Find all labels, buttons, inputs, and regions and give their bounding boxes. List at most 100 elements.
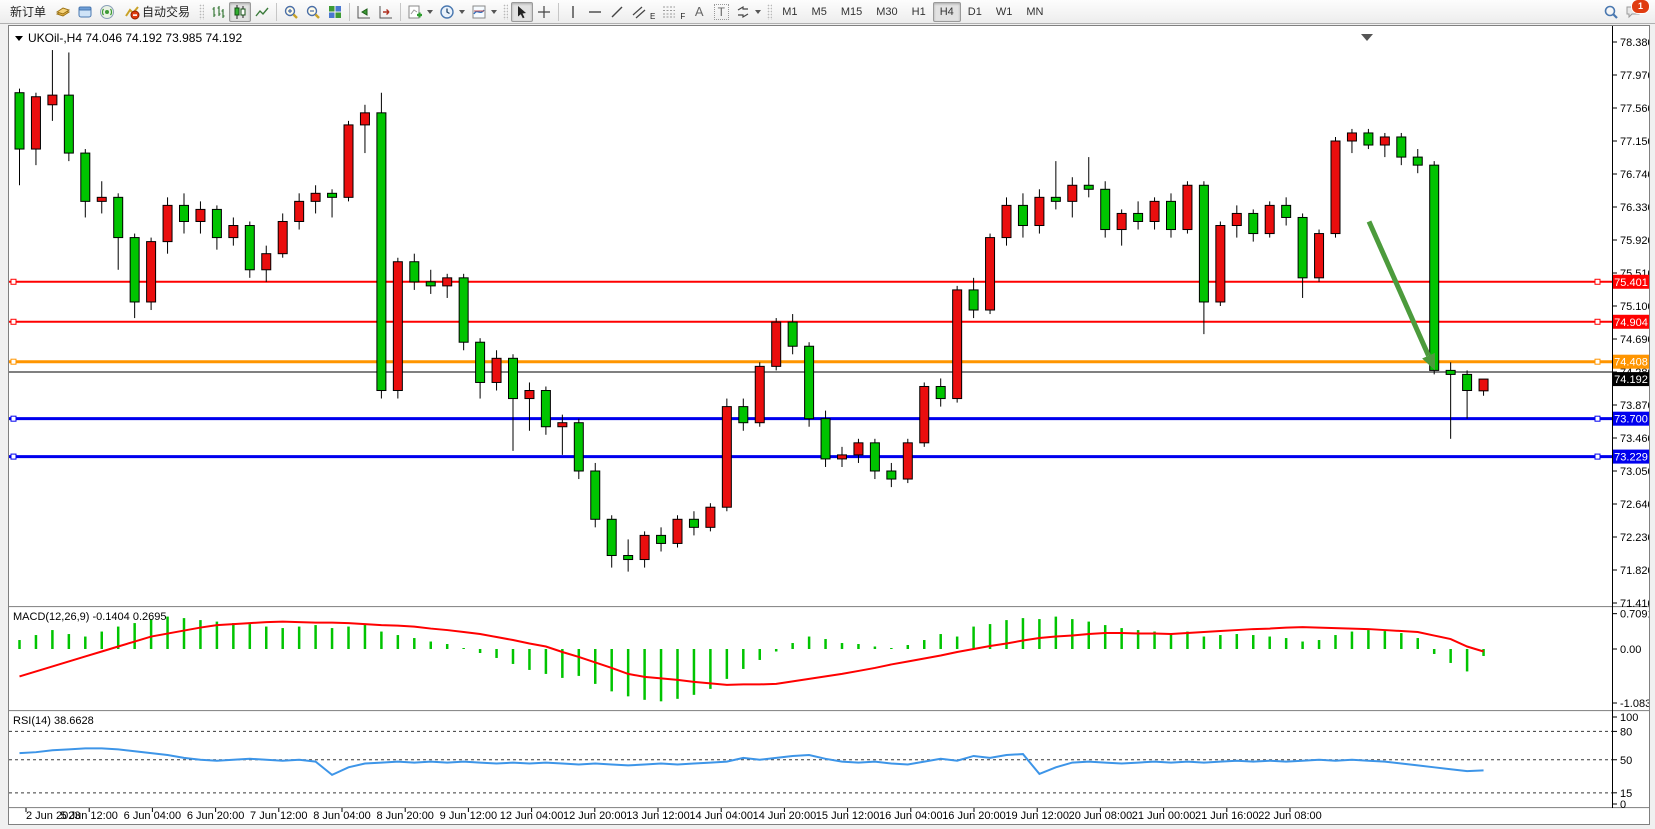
text-tool-button[interactable]: A xyxy=(688,2,710,22)
toolbar-separator xyxy=(349,2,351,21)
price-axis-label: 78.380 xyxy=(1620,37,1649,49)
market-watch-button[interactable] xyxy=(52,2,74,22)
tile-windows-button[interactable] xyxy=(324,2,346,22)
rsi-line xyxy=(19,747,1484,777)
hline-handle[interactable] xyxy=(1594,318,1601,325)
timeframe-m1-button[interactable]: M1 xyxy=(775,2,804,22)
candle-body xyxy=(639,534,650,561)
auto-scroll-button[interactable] xyxy=(353,2,375,22)
fibonacci-tool-button[interactable]: F xyxy=(658,2,688,22)
candle-body xyxy=(1017,204,1028,227)
template-button[interactable] xyxy=(468,2,500,22)
chart-shift-button[interactable] xyxy=(375,2,397,22)
line-chart-button[interactable] xyxy=(251,2,273,22)
zoom-in-button[interactable] xyxy=(280,2,302,22)
timeframe-h4-button[interactable]: H4 xyxy=(932,1,961,22)
chart-shift-marker[interactable] xyxy=(1361,34,1373,41)
arrow-shaft[interactable] xyxy=(1366,220,1431,357)
candlestick-chart-button[interactable] xyxy=(229,1,252,22)
hline-handle[interactable] xyxy=(1594,415,1601,422)
price-axis-label: 73.870 xyxy=(1620,400,1649,412)
price-axis-label: 77.560 xyxy=(1620,103,1649,115)
hline-handle[interactable] xyxy=(10,358,17,365)
search-button[interactable] xyxy=(1600,2,1622,22)
bar-chart-icon xyxy=(212,5,225,18)
hline-handle[interactable] xyxy=(10,278,17,285)
channel-letter: E xyxy=(650,11,656,21)
new-chart-button[interactable] xyxy=(404,2,436,22)
timeframe-d1-button[interactable]: D1 xyxy=(961,2,989,22)
zoom-in-icon xyxy=(284,5,298,19)
horizontal-line-tool-button[interactable] xyxy=(584,2,606,22)
chart-title-collapse-icon[interactable] xyxy=(15,35,23,41)
price-badge-label: 74.904 xyxy=(1614,317,1648,329)
candle-body xyxy=(162,204,173,243)
trendline-tool-button[interactable] xyxy=(606,2,628,22)
hline-handle[interactable] xyxy=(10,318,17,325)
candle-body xyxy=(705,506,716,528)
candle-body xyxy=(1363,132,1374,146)
auto-trading-button[interactable]: 自动交易 xyxy=(118,2,196,22)
chart-window-button[interactable] xyxy=(74,2,96,22)
candle-body xyxy=(919,385,930,444)
zoom-out-button[interactable] xyxy=(302,2,324,22)
timeframe-h1-button[interactable]: H1 xyxy=(905,2,933,22)
horizontal-line-icon xyxy=(589,10,602,13)
hline-handle[interactable] xyxy=(1594,278,1601,285)
time-axis-label: 12 Jun 04:00 xyxy=(500,810,564,822)
crosshair-tool-button[interactable] xyxy=(533,2,555,22)
timeframe-m30-button[interactable]: M30 xyxy=(869,2,904,22)
price-axis-label: 77.970 xyxy=(1620,70,1649,82)
candle-body xyxy=(80,152,91,202)
new-order-button[interactable]: 新订单 xyxy=(4,2,52,22)
timeframe-w1-button[interactable]: W1 xyxy=(989,2,1020,22)
timeframe-label: M5 xyxy=(811,5,827,18)
price-axis-label: 71.410 xyxy=(1620,598,1649,610)
candle-body xyxy=(277,220,288,255)
timeframe-mn-button[interactable]: MN xyxy=(1019,2,1050,22)
arrow-head[interactable] xyxy=(1422,352,1435,371)
timeframe-m5-button[interactable]: M5 xyxy=(805,2,834,22)
chart-window[interactable]: 78.380 77.970 77.560 77.150 76.740 76.330 75.9… xyxy=(8,25,1650,825)
shapes-icon xyxy=(737,5,749,18)
cursor-tool-button[interactable] xyxy=(511,1,534,22)
hline-handle[interactable] xyxy=(1594,453,1601,460)
candle-body xyxy=(30,96,41,150)
channel-tool-button[interactable]: E xyxy=(628,2,658,22)
fibonacci-icon xyxy=(663,6,676,17)
time-axis-label: 14 Jun 04:00 xyxy=(689,810,753,822)
shapes-tool-button[interactable] xyxy=(732,2,764,22)
hline-handle[interactable] xyxy=(1594,358,1601,365)
annotation-arrow[interactable] xyxy=(1366,220,1435,371)
candle-body xyxy=(409,261,420,283)
dropdown-caret xyxy=(459,9,466,14)
hline-handle[interactable] xyxy=(10,415,17,422)
price-axis-label: 76.330 xyxy=(1620,202,1649,214)
fibonacci-letter: F xyxy=(680,11,686,21)
chart-canvas[interactable]: 78.380 77.970 77.560 77.150 76.740 76.330 75.9… xyxy=(9,26,1649,824)
vertical-line-tool-button[interactable] xyxy=(562,2,584,22)
timeframe-label: MN xyxy=(1026,5,1044,18)
notifications-button[interactable]: 1 xyxy=(1622,0,1650,22)
time-axis-label: 19 Jun 12:00 xyxy=(1005,810,1069,822)
text-label-tool-button[interactable]: T xyxy=(710,2,732,22)
timeframe-m15-button[interactable]: M15 xyxy=(834,2,869,22)
price-axis-label: 77.150 xyxy=(1620,136,1649,148)
cursor-icon xyxy=(518,5,527,18)
period-button[interactable] xyxy=(436,2,468,22)
price-axis-label: 74.690 xyxy=(1620,334,1649,346)
candle-body xyxy=(261,253,272,271)
auto-scroll-icon xyxy=(357,5,371,18)
time-axis-label: 8 Jun 04:00 xyxy=(313,810,371,822)
candle-body xyxy=(244,225,255,271)
hline-handle[interactable] xyxy=(10,453,17,460)
candle-body xyxy=(771,321,782,367)
bar-chart-button[interactable] xyxy=(207,2,229,22)
candle-body xyxy=(738,406,749,424)
candle-body xyxy=(1248,212,1259,235)
time-axis-label: 16 Jun 04:00 xyxy=(879,810,943,822)
candle-body xyxy=(1001,204,1012,239)
signal-button[interactable] xyxy=(96,2,118,22)
time-axis-label: 13 Jun 12:00 xyxy=(626,810,690,822)
